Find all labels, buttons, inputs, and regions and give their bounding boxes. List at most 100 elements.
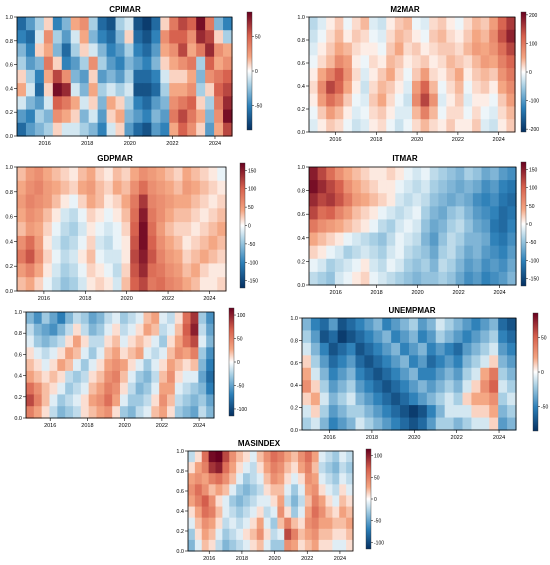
plot-frame [187, 450, 354, 552]
heatmap-cell [471, 342, 481, 356]
y-tick-label: 0.6 [14, 352, 22, 358]
heatmap-cell [334, 180, 345, 194]
heatmap-cell [229, 473, 237, 485]
heatmap-cell [309, 119, 319, 133]
heatmap-cell [249, 473, 258, 485]
heatmap-cell [412, 17, 422, 31]
heatmap-cell [382, 380, 392, 394]
heatmap-cell [142, 109, 152, 124]
heatmap-cell [147, 194, 157, 209]
heatmap-cell [249, 451, 258, 463]
heatmap-cell [86, 222, 96, 237]
heatmap-cell [88, 359, 98, 372]
heatmap-cell [147, 167, 157, 182]
heatmap-cell [360, 42, 370, 56]
heatmap-cell [325, 451, 333, 463]
heatmap-cell [391, 367, 401, 381]
heatmap-cell [334, 119, 344, 133]
heatmap-cell [334, 232, 345, 247]
heatmap-cell [142, 69, 152, 84]
heatmap-cell [328, 318, 339, 332]
heatmap-cell [455, 206, 465, 221]
heatmap-cell [489, 355, 499, 369]
heatmap-cell [360, 232, 370, 247]
heatmap-cell [34, 277, 44, 292]
heatmap-cell [17, 208, 27, 223]
heatmap-cell [236, 495, 244, 508]
heatmap-cell [151, 347, 160, 360]
heatmap-cell [26, 370, 35, 384]
heatmap-cell [481, 219, 491, 234]
heatmap-cell [104, 335, 113, 348]
heatmap-cell [199, 222, 210, 237]
heatmap-cell [351, 93, 362, 108]
heatmap-cell [249, 462, 258, 474]
heatmap-cell [480, 330, 490, 344]
heatmap-cell [25, 167, 36, 182]
heatmap-cell [106, 17, 117, 31]
heatmap-cell [332, 539, 340, 552]
heatmap-cell [490, 271, 500, 286]
heatmap-cell [205, 122, 215, 137]
heatmap-cell [80, 394, 90, 407]
colorbar-tick-label: 50 [255, 34, 261, 40]
heatmap-cell [325, 484, 333, 497]
heatmap-cell [420, 55, 430, 69]
heatmap-cell [386, 29, 396, 44]
heatmap-cell [205, 83, 215, 97]
heatmap-cell [182, 222, 192, 237]
heatmap-cell [263, 473, 272, 485]
heatmap-cell [106, 69, 117, 84]
y-tick-label: 0.6 [5, 63, 13, 69]
heatmap-cell [444, 367, 455, 381]
heatmap-cell [41, 382, 51, 396]
heatmap-cell [17, 194, 27, 209]
heatmap-cell [480, 342, 490, 356]
heatmap-cell [222, 506, 230, 519]
heatmap-cell [25, 235, 36, 251]
heatmap-cell [156, 235, 166, 251]
colorbar-tick-label: -100 [237, 407, 247, 413]
heatmap-cell [472, 119, 482, 133]
heatmap-cell [70, 17, 81, 31]
heatmap-cell [70, 56, 81, 71]
heatmap-cell [182, 235, 192, 251]
heatmap-cell [437, 42, 447, 56]
heatmap-cell [182, 249, 192, 265]
heatmap-cell [318, 506, 327, 519]
heatmap-cell [377, 106, 387, 120]
heatmap-cell [51, 277, 62, 292]
heatmap-cell [41, 347, 51, 360]
heatmap-cell [480, 119, 490, 133]
heatmap-cell [198, 312, 207, 325]
heatmap-cell [454, 106, 465, 120]
heatmap-cell [346, 318, 357, 332]
heatmap-cell [88, 394, 98, 407]
heatmap-cell [124, 56, 135, 71]
heatmap-cell [73, 382, 82, 396]
heatmap-cell [291, 495, 299, 508]
heatmap-cell [151, 370, 160, 384]
heatmap-cell [190, 312, 199, 325]
heatmap-cell [453, 380, 464, 394]
heatmap-cell [60, 249, 70, 265]
heatmap-cell [412, 68, 422, 82]
heatmap-cell [369, 93, 379, 108]
heatmap-cell [497, 68, 508, 82]
heatmap-cell [173, 222, 184, 237]
heatmap-cell [135, 323, 145, 337]
heatmap-cell [104, 235, 114, 251]
heatmap-cell [360, 119, 370, 133]
heatmap-cell [471, 392, 481, 406]
heatmap-cell [360, 180, 370, 194]
plot-frame [308, 166, 517, 286]
heatmap-cell [201, 506, 210, 519]
heatmap-cell [343, 80, 353, 95]
heatmap-cell [334, 271, 345, 286]
heatmap-cell [498, 245, 508, 260]
heatmap-cell [490, 193, 500, 207]
heatmap-cell [169, 30, 179, 45]
heatmap-cell [373, 342, 383, 356]
heatmap-cell [133, 83, 144, 97]
